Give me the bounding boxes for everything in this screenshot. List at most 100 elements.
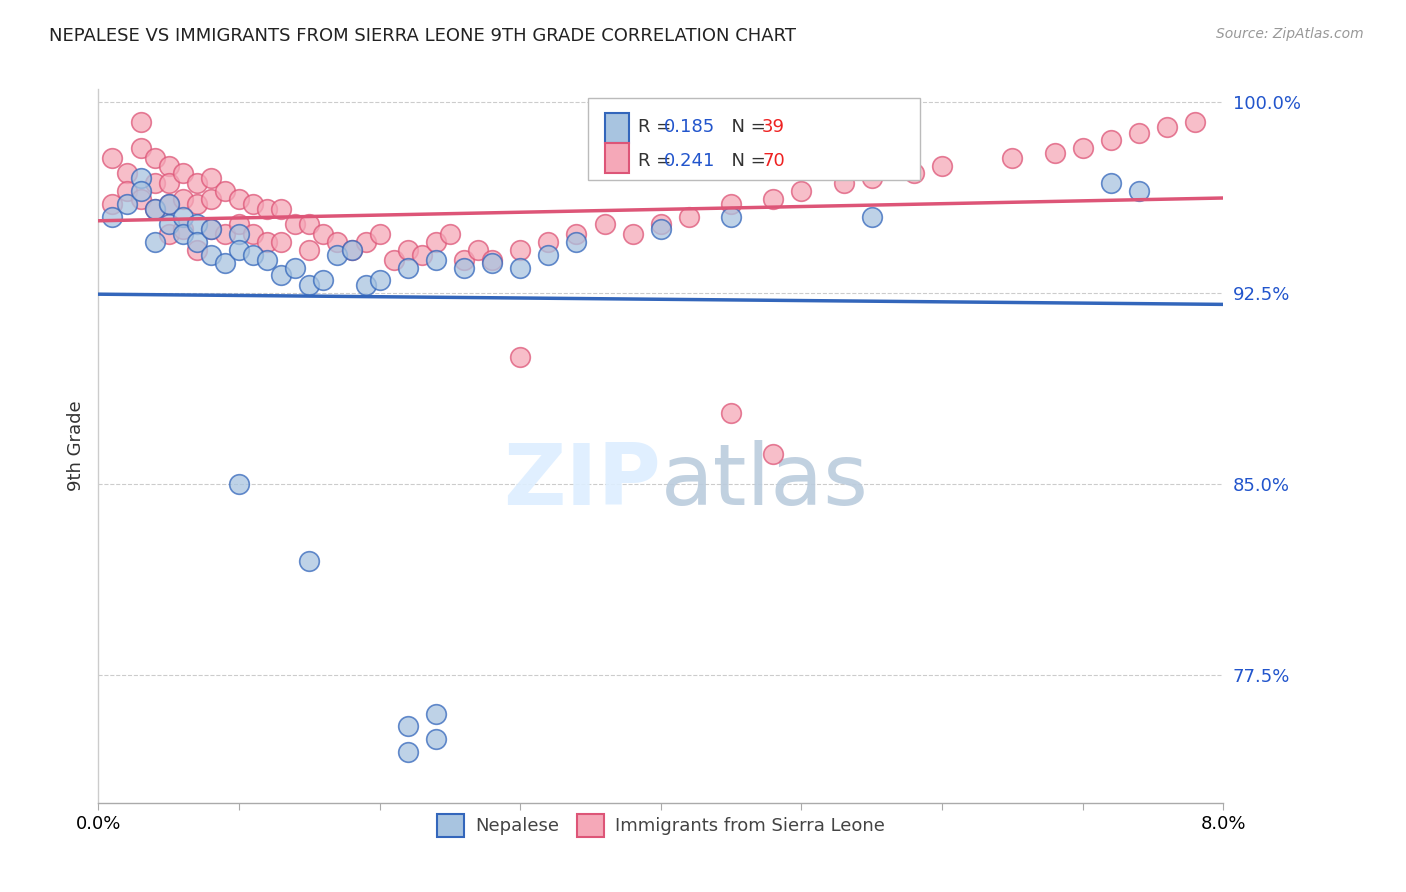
Point <box>312 227 335 242</box>
Point <box>129 192 152 206</box>
Point <box>1156 120 1178 135</box>
Point <box>537 235 560 249</box>
Point <box>256 202 278 216</box>
Point <box>312 273 335 287</box>
Point <box>565 235 588 249</box>
Point <box>481 255 503 269</box>
Point <box>650 222 672 236</box>
Point <box>481 252 503 267</box>
Point <box>425 706 447 721</box>
Point <box>157 159 180 173</box>
Point <box>411 248 433 262</box>
Bar <box>605 144 630 173</box>
Point <box>242 197 264 211</box>
Point <box>214 255 236 269</box>
Point <box>326 235 349 249</box>
Point <box>396 719 419 733</box>
Point <box>270 235 292 249</box>
Point <box>509 243 531 257</box>
Point <box>593 217 616 231</box>
Point <box>186 177 208 191</box>
Point <box>931 159 953 173</box>
Point <box>256 252 278 267</box>
Point <box>228 227 250 242</box>
Point <box>129 184 152 198</box>
Text: Source: ZipAtlas.com: Source: ZipAtlas.com <box>1216 27 1364 41</box>
Point <box>200 171 222 186</box>
Point <box>621 227 644 242</box>
Point <box>101 151 124 165</box>
Point <box>340 243 363 257</box>
Point <box>228 477 250 491</box>
Point <box>228 243 250 257</box>
Point <box>382 252 405 267</box>
Point <box>143 202 166 216</box>
Point <box>762 192 785 206</box>
Text: R =: R = <box>638 152 678 169</box>
Point <box>650 217 672 231</box>
Point <box>228 192 250 206</box>
Text: R =: R = <box>638 118 678 136</box>
Point <box>1071 141 1094 155</box>
Point <box>129 115 152 129</box>
Point <box>172 210 194 224</box>
Point <box>129 171 152 186</box>
Point <box>396 243 419 257</box>
Point <box>157 227 180 242</box>
Point <box>1184 115 1206 129</box>
Point <box>101 210 124 224</box>
Point <box>298 243 321 257</box>
Point <box>186 235 208 249</box>
Bar <box>588 98 920 180</box>
Point <box>396 745 419 759</box>
Point <box>228 217 250 231</box>
Y-axis label: 9th Grade: 9th Grade <box>66 401 84 491</box>
Point <box>453 260 475 275</box>
Point <box>439 227 461 242</box>
Point <box>368 227 391 242</box>
Point <box>270 268 292 283</box>
Point <box>172 166 194 180</box>
Text: 39: 39 <box>762 118 785 136</box>
Point <box>172 192 194 206</box>
Point <box>186 197 208 211</box>
Point <box>1099 177 1122 191</box>
Text: N =: N = <box>720 152 772 169</box>
Text: NEPALESE VS IMMIGRANTS FROM SIERRA LEONE 9TH GRADE CORRELATION CHART: NEPALESE VS IMMIGRANTS FROM SIERRA LEONE… <box>49 27 796 45</box>
Point <box>326 248 349 262</box>
Point <box>354 235 377 249</box>
Point <box>115 197 138 211</box>
Point <box>720 210 742 224</box>
Point <box>270 202 292 216</box>
Point <box>172 227 194 242</box>
Point <box>143 177 166 191</box>
Text: 0.185: 0.185 <box>664 118 716 136</box>
Point <box>678 210 700 224</box>
Point <box>762 447 785 461</box>
Point <box>425 252 447 267</box>
Point <box>1001 151 1024 165</box>
Point <box>115 166 138 180</box>
Point <box>200 222 222 236</box>
Point <box>143 151 166 165</box>
Point <box>340 243 363 257</box>
Text: atlas: atlas <box>661 440 869 524</box>
Point <box>298 554 321 568</box>
Point <box>1099 133 1122 147</box>
Point <box>790 184 813 198</box>
Point <box>172 222 194 236</box>
Point <box>157 217 180 231</box>
Point <box>115 184 138 198</box>
Point <box>214 184 236 198</box>
Point <box>354 278 377 293</box>
Point <box>720 406 742 420</box>
Point <box>186 217 208 231</box>
Point <box>860 210 883 224</box>
Point <box>200 248 222 262</box>
Point <box>467 243 489 257</box>
Point <box>256 235 278 249</box>
Text: N =: N = <box>720 118 772 136</box>
Point <box>396 260 419 275</box>
Point <box>101 197 124 211</box>
Point <box>537 248 560 262</box>
